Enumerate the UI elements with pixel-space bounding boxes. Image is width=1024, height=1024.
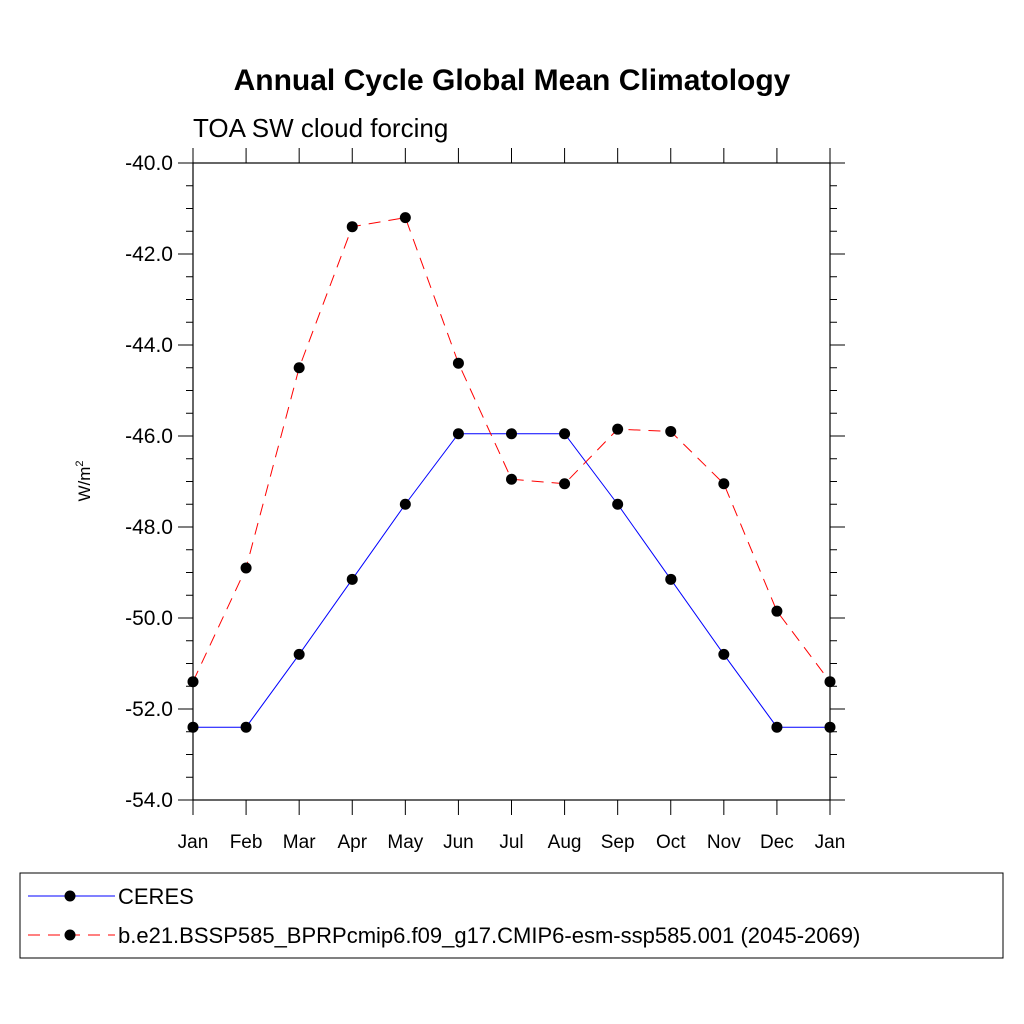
chart-title: Annual Cycle Global Mean Climatology — [234, 64, 791, 97]
legend-entry: CERES — [28, 884, 194, 909]
data-point — [559, 428, 571, 440]
y-tick-label: -40.0 — [125, 152, 173, 175]
x-tick-label: Jul — [499, 832, 523, 853]
y-tick-label: -48.0 — [125, 516, 173, 539]
data-point — [293, 648, 305, 660]
x-tick-label: Sep — [601, 832, 635, 853]
y-tick-label: -46.0 — [125, 425, 173, 448]
data-point — [612, 498, 624, 510]
legend-marker — [64, 929, 76, 941]
data-point — [399, 212, 411, 224]
legend-label: CERES — [118, 884, 194, 909]
legend-label: b.e21.BSSP585_BPRPcmip6.f09_g17.CMIP6-es… — [118, 923, 860, 948]
series-line — [192, 217, 831, 683]
data-point — [293, 362, 305, 374]
x-tick-label: Aug — [548, 832, 582, 853]
legend-marker — [64, 890, 76, 902]
y-tick-labels: -40.0 -42.0 -44.0 -46.0 -48.0 -50.0 -52.0 -54.0 — [125, 152, 173, 812]
chart-subtitle: TOA SW cloud forcing — [193, 113, 448, 143]
data-point — [771, 721, 783, 733]
data-point — [665, 573, 677, 585]
series-layer — [187, 212, 836, 733]
legend: CERES b.e21.BSSP585_BPRPcmip6.f09_g17.CMI… — [19, 872, 1004, 959]
y-tick-label: -42.0 — [125, 243, 173, 266]
data-point — [346, 221, 358, 233]
data-point — [771, 605, 783, 617]
y-tick-label: -44.0 — [125, 334, 173, 357]
y-axis-label-base: W/m — [75, 467, 94, 502]
x-tick-label: Apr — [337, 832, 367, 853]
data-point — [559, 478, 571, 490]
data-point — [718, 648, 730, 660]
y-axis-label-superscript: 2 — [74, 460, 86, 466]
legend-box — [19, 872, 1004, 959]
x-tick-labels: Jan Feb Mar Apr May Jun Jul Aug Sep Oct Nov Dec Jan — [178, 832, 846, 853]
x-tick-label: Jan — [815, 832, 846, 853]
x-tick-label: Nov — [707, 832, 741, 853]
data-point — [718, 478, 730, 490]
series-1 — [187, 428, 836, 733]
x-tick-label: Mar — [283, 832, 316, 853]
legend-items: CERES b.e21.BSSP585_BPRPcmip6.f09_g17.CMI… — [28, 884, 860, 948]
y-axis-label: W/m2 — [74, 460, 94, 501]
x-tick-label: Jun — [443, 832, 474, 853]
data-point — [506, 473, 517, 485]
data-point — [506, 428, 517, 440]
data-point — [452, 357, 464, 369]
data-point — [240, 721, 252, 733]
x-tick-label: Feb — [230, 832, 263, 853]
data-point — [346, 573, 358, 585]
svg-text:W/m2: W/m2 — [74, 460, 94, 501]
x-tick-label: Jan — [178, 832, 209, 853]
y-tick-label: -50.0 — [125, 607, 173, 630]
x-tick-label: Dec — [760, 832, 794, 853]
plot-frame — [192, 162, 831, 801]
y-tick-label: -52.0 — [125, 698, 173, 721]
data-point — [612, 423, 624, 435]
y-tick-label: -54.0 — [125, 789, 173, 812]
data-point — [399, 498, 411, 510]
x-tick-label: Oct — [656, 832, 686, 853]
series-2 — [187, 212, 836, 688]
x-tick-label: May — [387, 832, 423, 853]
data-point — [665, 425, 677, 437]
data-point — [240, 562, 252, 574]
data-point — [452, 428, 464, 440]
legend-entry: b.e21.BSSP585_BPRPcmip6.f09_g17.CMIP6-es… — [28, 923, 860, 948]
